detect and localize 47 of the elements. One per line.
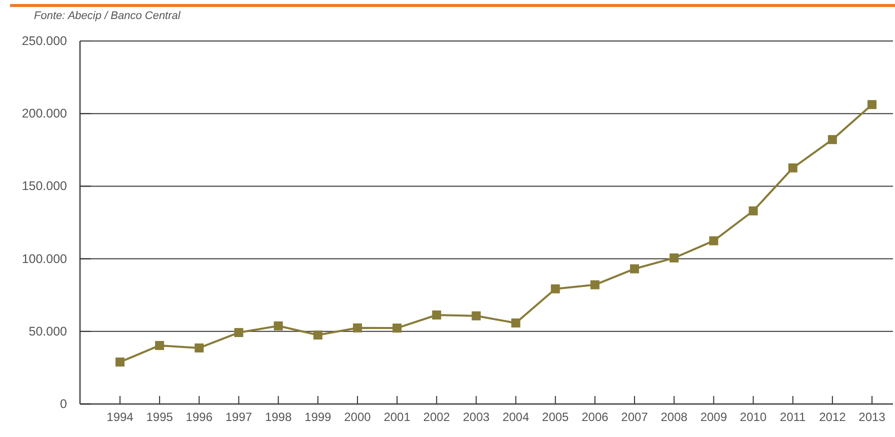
point <box>352 323 362 332</box>
y-tick-label: 200.000 <box>22 106 68 121</box>
x-tick-label: 2011 <box>780 410 806 424</box>
x-tick-label: 2005 <box>542 410 570 424</box>
x-tick-label: 2010 <box>740 410 767 424</box>
y-tick-label: 100.000 <box>22 252 68 266</box>
point <box>234 328 244 338</box>
x-tick-label: 2000 <box>344 410 372 424</box>
x-tick-label: 1998 <box>264 410 292 424</box>
x-tick-label: 1997 <box>225 410 252 424</box>
point <box>748 206 758 216</box>
point <box>630 264 640 274</box>
point <box>709 236 718 246</box>
x-tick-label: 2003 <box>462 410 490 424</box>
x-tick-label: 1996 <box>186 410 213 424</box>
x-tick-label: 2007 <box>621 410 648 424</box>
x-tick-label: 2002 <box>423 410 450 424</box>
x-tick-label: 2001 <box>384 410 411 424</box>
point <box>392 324 402 333</box>
y-tick-label: 150.000 <box>22 179 68 194</box>
point <box>194 343 204 352</box>
x-tick-label: 2006 <box>582 410 609 424</box>
point <box>550 284 560 294</box>
point <box>155 340 164 350</box>
x-tick-label: 1994 <box>106 410 134 424</box>
y-tick-label: 250.000 <box>22 34 68 48</box>
x-tick-label: 2004 <box>502 410 530 424</box>
x-tick-label: 1999 <box>304 410 332 424</box>
point <box>828 135 837 144</box>
source-note: Fonte: Abecip / Banco Central <box>34 10 180 22</box>
point <box>511 318 520 328</box>
point <box>788 163 798 172</box>
x-tick-label: 2012 <box>819 410 846 424</box>
point <box>116 358 124 367</box>
x-tick-label: 2008 <box>660 410 688 424</box>
y-tick-label: 0 <box>60 397 68 411</box>
point <box>590 280 600 290</box>
point <box>313 330 322 340</box>
point <box>472 311 481 320</box>
point <box>432 310 442 320</box>
point <box>274 321 283 330</box>
x-tick-label: 2013 <box>858 410 886 424</box>
y-tick-label: 50.000 <box>28 324 68 338</box>
point <box>868 100 876 110</box>
x-tick-label: 2009 <box>700 410 728 424</box>
x-tick-label: 1995 <box>146 410 174 424</box>
point <box>670 253 679 262</box>
